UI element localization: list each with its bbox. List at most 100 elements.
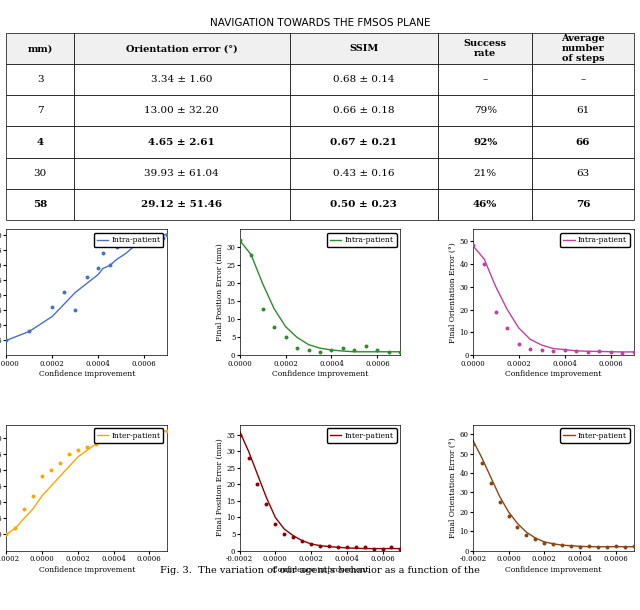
Point xyxy=(1,529,12,539)
Point xyxy=(548,346,558,356)
Point xyxy=(144,426,154,436)
Point xyxy=(584,541,594,551)
Point xyxy=(257,304,268,314)
Point xyxy=(513,522,523,532)
Point xyxy=(73,445,83,455)
Y-axis label: Final Position Error (mm): Final Position Error (mm) xyxy=(216,243,223,341)
Point xyxy=(100,436,110,446)
Point xyxy=(55,459,65,468)
Point xyxy=(539,538,549,548)
Point xyxy=(372,345,383,355)
Point xyxy=(279,529,289,539)
Point xyxy=(387,542,397,552)
Point xyxy=(246,249,256,259)
Point xyxy=(252,479,262,489)
Point xyxy=(127,240,138,249)
Point xyxy=(297,536,307,545)
Point xyxy=(315,347,325,357)
Point xyxy=(566,541,576,551)
Point xyxy=(536,345,547,354)
Point xyxy=(575,542,585,551)
X-axis label: Confidence improvement: Confidence improvement xyxy=(505,370,602,378)
X-axis label: Confidence improvement: Confidence improvement xyxy=(38,370,135,378)
Point xyxy=(117,431,127,441)
Point xyxy=(351,542,361,552)
Point xyxy=(234,429,244,439)
Point xyxy=(360,542,370,552)
Legend: Inter-patient: Inter-patient xyxy=(560,428,630,443)
Legend: Intra-patient: Intra-patient xyxy=(327,233,397,248)
Point xyxy=(10,523,20,533)
Point xyxy=(602,542,612,551)
Point xyxy=(548,539,558,548)
Point xyxy=(303,345,314,355)
Y-axis label: Final Position Error (mm): Final Position Error (mm) xyxy=(216,439,223,536)
Point xyxy=(28,491,38,501)
Point xyxy=(369,544,379,554)
Point xyxy=(477,459,487,468)
Point xyxy=(243,453,253,462)
Legend: Inter-patient: Inter-patient xyxy=(327,428,397,443)
Point xyxy=(333,542,343,552)
Point xyxy=(105,260,115,270)
Point xyxy=(384,347,394,357)
Point xyxy=(582,347,593,357)
Point xyxy=(269,321,279,331)
Point xyxy=(468,439,478,449)
Point xyxy=(491,307,501,317)
Point xyxy=(261,500,271,509)
Point xyxy=(150,240,161,249)
Legend: Intra-patient: Intra-patient xyxy=(560,233,630,248)
Y-axis label: Final Orientation Error (°): Final Orientation Error (°) xyxy=(449,242,457,343)
Point xyxy=(378,544,388,554)
Point xyxy=(139,234,149,243)
Point xyxy=(82,273,92,282)
Point xyxy=(162,231,172,240)
Point xyxy=(620,542,630,551)
Point xyxy=(504,511,514,520)
Point xyxy=(82,442,92,452)
Point xyxy=(270,519,280,529)
Point xyxy=(594,346,604,356)
Point xyxy=(593,542,603,551)
Point xyxy=(91,439,101,449)
Point xyxy=(611,541,621,551)
Point xyxy=(495,497,505,507)
Point xyxy=(234,235,244,245)
Point xyxy=(338,343,348,353)
Point xyxy=(146,231,156,240)
X-axis label: Confidence improvement: Confidence improvement xyxy=(38,565,135,573)
Point xyxy=(46,465,56,475)
Point xyxy=(70,306,81,315)
X-axis label: Confidence improvement: Confidence improvement xyxy=(272,565,368,573)
Point xyxy=(315,540,325,550)
Point xyxy=(19,504,29,514)
Point xyxy=(292,343,302,353)
Point xyxy=(559,345,570,354)
Point xyxy=(134,237,145,246)
X-axis label: Confidence improvement: Confidence improvement xyxy=(272,370,368,378)
Point xyxy=(557,540,567,550)
Point xyxy=(479,259,490,268)
Point xyxy=(502,323,513,333)
Text: NAVIGATION TOWARDS THE FMSOS PLANE: NAVIGATION TOWARDS THE FMSOS PLANE xyxy=(210,18,430,29)
Point xyxy=(1,336,12,345)
Legend: Intra-patient: Intra-patient xyxy=(94,233,163,248)
Point xyxy=(486,478,496,487)
Point xyxy=(109,432,119,442)
Point xyxy=(349,345,360,355)
Point xyxy=(135,428,145,437)
Point xyxy=(628,347,639,357)
Point xyxy=(361,342,371,351)
Point xyxy=(37,472,47,481)
Point xyxy=(628,541,639,551)
Point xyxy=(396,544,406,554)
Point xyxy=(326,345,337,355)
Point xyxy=(605,347,616,357)
Point xyxy=(162,426,172,436)
Point xyxy=(121,237,131,246)
Point xyxy=(324,540,334,550)
Point xyxy=(47,303,58,312)
Point xyxy=(111,243,122,253)
Point xyxy=(280,332,291,342)
